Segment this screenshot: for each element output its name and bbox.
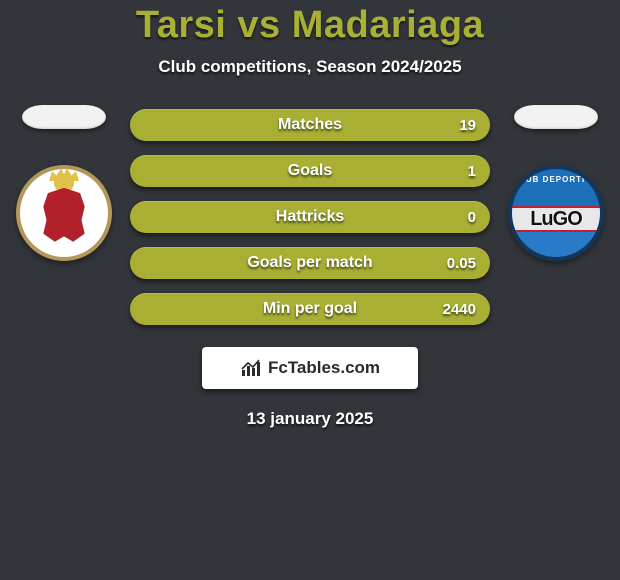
right-side: CLUB DEPORTIVO LuGO bbox=[502, 105, 610, 261]
stat-value-right: 19 bbox=[459, 117, 476, 134]
left-side bbox=[10, 105, 118, 261]
stat-row: Goals per match 0.05 bbox=[130, 247, 490, 279]
stat-label: Goals per match bbox=[247, 254, 372, 272]
branding-badge: FcTables.com bbox=[202, 347, 418, 389]
stat-value-right: 0.05 bbox=[447, 255, 476, 272]
stat-label: Matches bbox=[278, 116, 342, 134]
stat-row: Matches 19 bbox=[130, 109, 490, 141]
stat-row: Goals 1 bbox=[130, 155, 490, 187]
stat-value-right: 0 bbox=[468, 209, 476, 226]
stat-row: Hattricks 0 bbox=[130, 201, 490, 233]
page-title: Tarsi vs Madariaga bbox=[0, 4, 620, 47]
main-row: Matches 19 Goals 1 Hattricks 0 Goals per… bbox=[0, 105, 620, 325]
right-country-flag-icon bbox=[514, 105, 598, 129]
card: Tarsi vs Madariaga Club competitions, Se… bbox=[0, 0, 620, 429]
subtitle: Club competitions, Season 2024/2025 bbox=[0, 57, 620, 77]
stat-value-right: 2440 bbox=[443, 301, 476, 318]
bar-chart-icon bbox=[240, 358, 264, 378]
stat-row: Min per goal 2440 bbox=[130, 293, 490, 325]
left-club-logo-icon bbox=[16, 165, 112, 261]
stat-label: Hattricks bbox=[276, 208, 344, 226]
branding-text: FcTables.com bbox=[268, 358, 380, 378]
stat-label: Goals bbox=[288, 162, 332, 180]
left-country-flag-icon bbox=[22, 105, 106, 129]
stats-column: Matches 19 Goals 1 Hattricks 0 Goals per… bbox=[130, 109, 490, 325]
right-club-logo-icon: CLUB DEPORTIVO LuGO bbox=[508, 165, 604, 261]
date-text: 13 january 2025 bbox=[0, 409, 620, 429]
stat-label: Min per goal bbox=[263, 300, 357, 318]
stat-value-right: 1 bbox=[468, 163, 476, 180]
